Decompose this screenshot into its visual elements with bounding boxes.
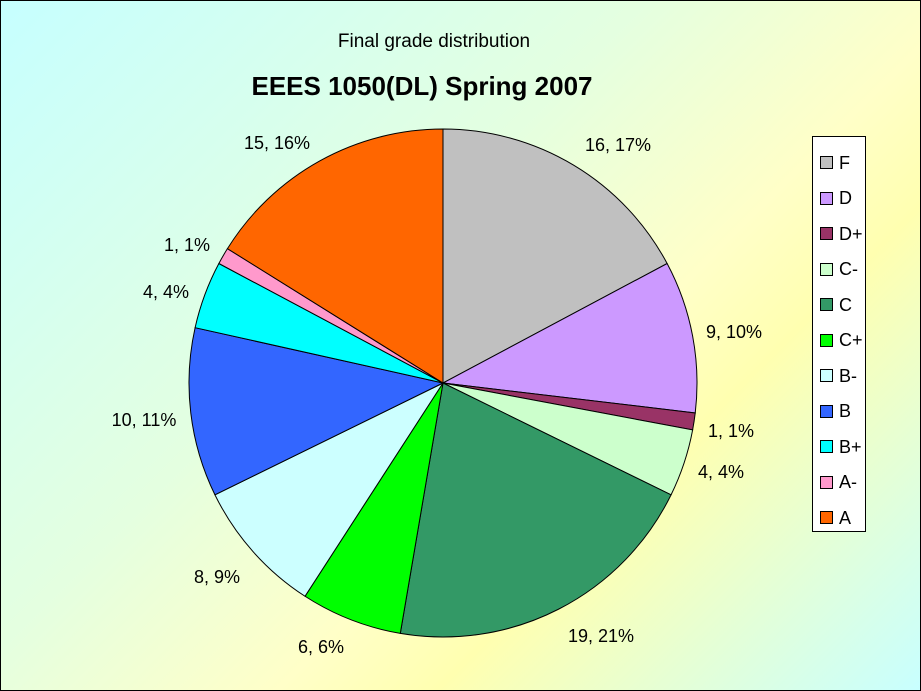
- legend-label: F: [839, 152, 850, 173]
- legend-item: C: [813, 287, 865, 323]
- pie-slice-a: [226, 128, 444, 384]
- legend-item: F: [813, 145, 865, 181]
- legend-swatch: [820, 262, 833, 276]
- data-label: 16, 17%: [585, 135, 651, 155]
- legend-label: C+: [839, 330, 863, 351]
- data-label: 8, 9%: [194, 567, 240, 587]
- legend-item: A-: [813, 465, 865, 501]
- legend-item: A: [813, 500, 865, 536]
- legend-label: A-: [839, 472, 857, 493]
- legend-label: D: [839, 188, 852, 209]
- legend-item: D+: [813, 216, 865, 252]
- legend-item: B: [813, 394, 865, 430]
- pie-slice-d: [441, 262, 698, 414]
- data-label: 1, 1%: [708, 421, 754, 441]
- legend-item: D: [813, 181, 865, 217]
- legend-item: B-: [813, 358, 865, 394]
- legend-swatch: [820, 298, 833, 312]
- data-label: 19, 21%: [568, 626, 634, 646]
- pie-slice-bminus: [214, 381, 445, 597]
- chart-title: EEES 1050(DL) Spring 2007: [251, 71, 593, 101]
- legend-swatch: [820, 227, 833, 241]
- legend-label: C-: [839, 259, 858, 280]
- legend-label: A: [839, 507, 852, 528]
- legend-label: B: [839, 401, 852, 422]
- legend-label: C: [839, 294, 852, 315]
- data-label: 6, 6%: [298, 637, 344, 657]
- legend: F D D+ C- C C+ B- B B+ A- A: [812, 136, 866, 532]
- legend-swatch: [820, 191, 833, 205]
- legend-swatch: [820, 511, 833, 525]
- data-label: 4, 4%: [698, 462, 744, 482]
- data-label: 1, 1%: [164, 235, 210, 255]
- legend-swatch: [820, 156, 833, 170]
- legend-swatch: [820, 475, 833, 489]
- legend-item: C-: [813, 252, 865, 288]
- legend-swatch: [820, 440, 833, 454]
- legend-item: C+: [813, 323, 865, 359]
- chart-subtitle: Final grade distribution: [337, 31, 531, 52]
- legend-label: B+: [839, 436, 862, 457]
- pie-slice-c: [399, 382, 672, 638]
- legend-swatch: [820, 369, 833, 383]
- data-label: 4, 4%: [143, 282, 189, 302]
- pie-slice-f: [442, 128, 668, 384]
- legend-swatch: [820, 333, 833, 347]
- pie-slice-b: [188, 327, 445, 496]
- legend-label: D+: [839, 223, 863, 244]
- legend-label: B-: [839, 365, 857, 386]
- data-label: 9, 10%: [706, 322, 762, 342]
- legend-swatch: [820, 404, 833, 418]
- data-label: 10, 11%: [112, 410, 177, 430]
- data-label: 15, 16%: [244, 133, 310, 153]
- legend-item: B+: [813, 429, 865, 465]
